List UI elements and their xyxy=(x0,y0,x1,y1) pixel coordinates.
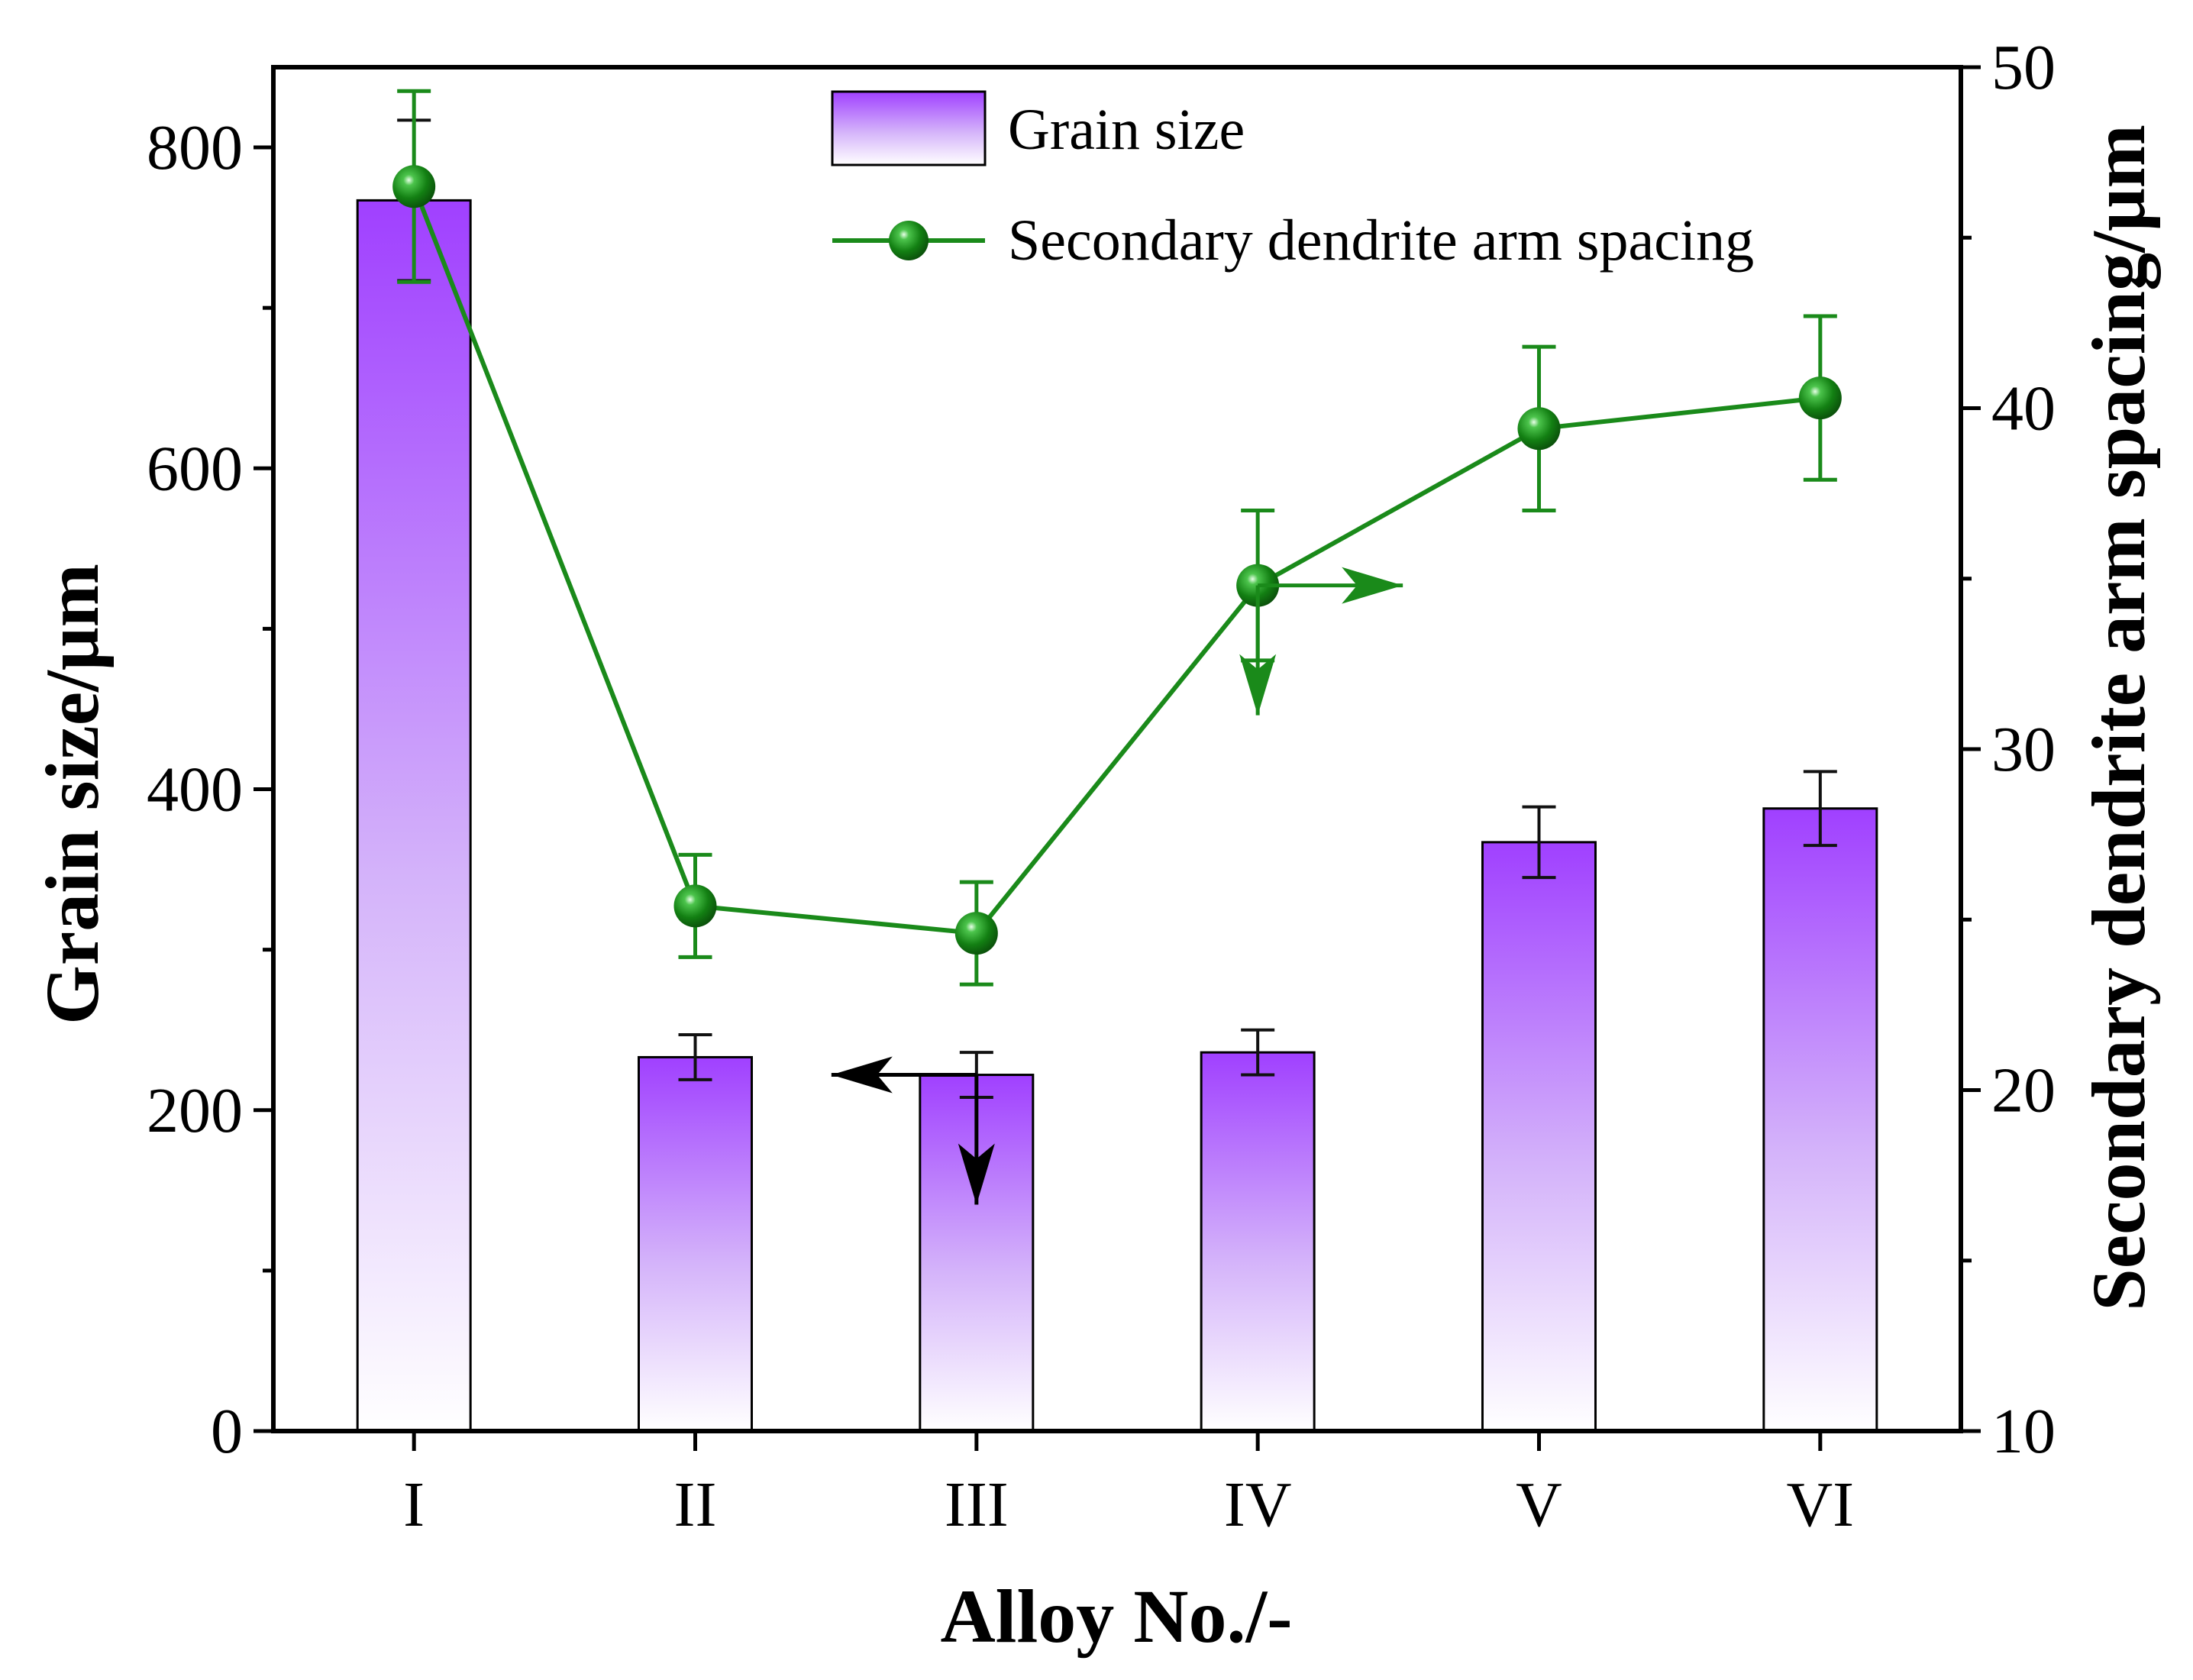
sdas-point-II xyxy=(673,884,717,928)
sdas-line xyxy=(412,186,1821,936)
legend: Grain size Secondary dendrite arm spacin… xyxy=(831,90,1754,273)
right-tick-label-10: 10 xyxy=(1991,1396,2056,1467)
x-axis-title: Alloy No./- xyxy=(940,1574,1292,1659)
right-tick-label-20: 20 xyxy=(1991,1055,2056,1126)
right-tick-label-40: 40 xyxy=(1991,373,2056,444)
sdas-arrow-down-head xyxy=(1239,654,1277,716)
x-tick-label-IV: IV xyxy=(1224,1469,1292,1540)
left-tick-label-400: 400 xyxy=(147,754,243,825)
x-tick-label-III: III xyxy=(945,1469,1009,1540)
sdas-point-I xyxy=(392,165,436,208)
bar-I xyxy=(356,199,472,1433)
legend-bar-swatch xyxy=(831,90,987,166)
sdas-point-III xyxy=(954,912,998,955)
sdas-point-VI xyxy=(1798,376,1842,420)
annotations-layer xyxy=(831,567,1403,1205)
grain-arrow-left-head xyxy=(831,1056,893,1094)
x-tick-label-V: V xyxy=(1516,1469,1562,1540)
left-tick-label-200: 200 xyxy=(147,1075,243,1146)
bar-VI xyxy=(1762,807,1878,1433)
legend-line-marker xyxy=(889,221,929,260)
right-y-axis-title: Secondary dendrite arm spacing/μm xyxy=(2076,124,2161,1311)
left-tick-label-800: 800 xyxy=(147,112,243,183)
x-tick-label-VI: VI xyxy=(1787,1469,1855,1540)
right-tick-label-30: 30 xyxy=(1991,714,2056,785)
left-y-axis-title: Grain size/μm xyxy=(30,564,115,1025)
bar-II xyxy=(638,1055,753,1433)
sdas-arrow-right-head xyxy=(1342,567,1403,604)
x-tick-label-II: II xyxy=(674,1469,717,1540)
sdas-point-V xyxy=(1517,407,1561,451)
bar-V xyxy=(1481,841,1597,1433)
left-tick-label-600: 600 xyxy=(147,433,243,504)
grain-arrow-down-head xyxy=(958,1143,995,1205)
left-tick-label-0: 0 xyxy=(211,1396,243,1467)
bars-layer xyxy=(356,118,1878,1433)
legend-line-label: Secondary dendrite arm spacing xyxy=(1008,208,1754,273)
legend-bar-label: Grain size xyxy=(1008,98,1245,162)
right-tick-label-50: 50 xyxy=(1991,32,2056,103)
x-tick-label-I: I xyxy=(403,1469,425,1540)
bar-IV xyxy=(1200,1051,1316,1433)
